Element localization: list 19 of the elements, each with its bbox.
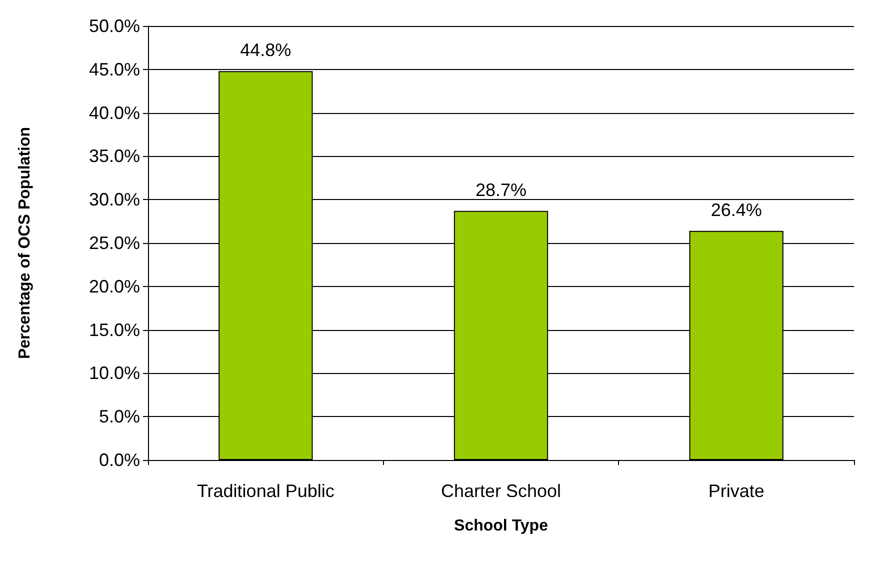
y-axis-title: Percentage of OCS Population <box>16 126 34 360</box>
x-tick-label: Charter School <box>440 481 562 501</box>
y-tick-label: 10.0% <box>88 363 140 384</box>
y-tick-label: 40.0% <box>88 102 140 123</box>
x-tick-label: Traditional Public <box>196 481 334 501</box>
y-tick-label: 25.0% <box>88 233 140 253</box>
y-tick-label: 20.0% <box>88 276 140 296</box>
y-tick-label: 35.0% <box>88 146 140 166</box>
y-tick-label: 45.0% <box>88 59 140 80</box>
y-tick-label: 0.0% <box>98 450 140 470</box>
y-tick-label: 15.0% <box>88 320 140 340</box>
y-tick-label: 50.0% <box>88 16 140 36</box>
data-label: 28.7% <box>475 180 527 200</box>
x-axis-title: School Type <box>454 518 548 534</box>
y-tick-label: 30.0% <box>88 190 140 210</box>
y-tick-label: 5.0% <box>98 406 140 427</box>
data-label: 44.8% <box>240 40 292 60</box>
x-tick-label: Private <box>708 481 764 501</box>
data-label: 26.4% <box>710 200 762 220</box>
